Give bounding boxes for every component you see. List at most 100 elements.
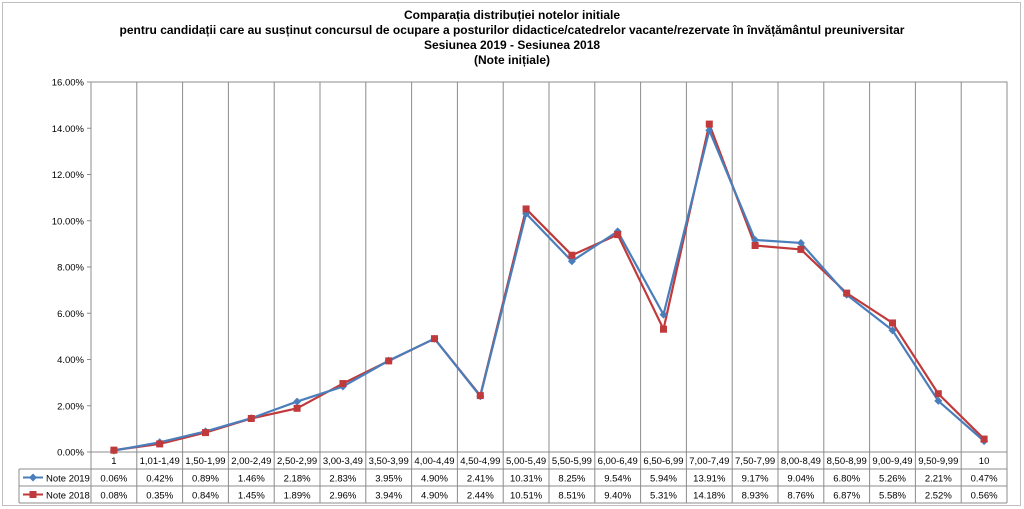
x-category-label: 5,00-5,49 (506, 456, 546, 467)
x-category-label: 3,00-3,49 (323, 456, 363, 467)
table-value-cell: 8.25% (558, 474, 585, 485)
table-value-cell: 9.54% (604, 474, 631, 485)
y-tick-label: 16.00% (52, 78, 85, 89)
x-category-label: 3,50-3,99 (369, 456, 409, 467)
data-point-2018 (889, 319, 896, 327)
chart-subtitle: pentru candidații care au susținut concu… (119, 23, 905, 37)
table-value-cell: 1.46% (238, 474, 265, 485)
x-category-label: 6,50-6,99 (643, 456, 683, 467)
table-value-cell: 5.31% (650, 491, 677, 502)
legend-series-name: Note 2019 (46, 474, 90, 485)
table-value-cell: 3.95% (375, 474, 402, 485)
data-point-2018 (431, 335, 438, 343)
table-value-cell: 6.80% (833, 474, 860, 485)
data-point-2018 (843, 289, 851, 297)
table-value-cell: 2.44% (467, 491, 494, 502)
data-point-2019 (293, 397, 302, 406)
table-value-cell: 5.26% (879, 474, 906, 485)
table-value-cell: 1.45% (238, 491, 265, 502)
data-point-2019 (751, 235, 760, 244)
table-value-cell: 2.21% (925, 474, 952, 485)
table-value-cell: 8.51% (558, 491, 585, 502)
chart-title: Comparația distribuției notelor initiale (403, 8, 621, 22)
table-value-cell: 0.56% (971, 491, 998, 502)
table-value-cell: 0.84% (192, 491, 219, 502)
data-point-2018 (339, 380, 347, 388)
table-value-cell: 10.51% (510, 491, 543, 502)
data-point-2018 (934, 390, 942, 398)
table-value-cell: 0.08% (100, 491, 127, 502)
data-point-2019 (705, 126, 714, 135)
x-category-label: 8,50-8,99 (827, 456, 867, 467)
y-tick-label: 14.00% (52, 124, 85, 135)
chart-note-type: (Note inițiale) (473, 53, 550, 67)
legend-key-marker (29, 473, 37, 482)
table-value-cell: 9.40% (604, 491, 631, 502)
y-tick-label: 8.00% (57, 263, 84, 274)
data-point-2018 (751, 241, 759, 249)
data-point-2019 (796, 238, 805, 247)
table-value-cell: 5.94% (650, 474, 677, 485)
data-point-2018 (522, 205, 530, 213)
table-value-cell: 0.42% (146, 474, 173, 485)
data-point-2018 (660, 325, 667, 333)
table-value-cell: 5.58% (879, 491, 906, 502)
y-tick-label: 6.00% (57, 309, 84, 320)
data-point-2018 (156, 440, 164, 448)
data-point-2019 (934, 396, 943, 405)
data-point-2019 (567, 257, 576, 266)
x-category-label: 1,50-1,99 (185, 456, 225, 467)
y-tick-label: 12.00% (52, 170, 85, 181)
table-value-cell: 0.35% (146, 491, 173, 502)
data-point-2018 (705, 120, 713, 128)
table-value-cell: 1.89% (284, 491, 311, 502)
data-point-2018 (614, 231, 622, 239)
data-point-2018 (568, 251, 576, 259)
table-value-cell: 9.17% (742, 474, 769, 485)
y-tick-label: 10.00% (52, 216, 85, 227)
data-point-2018 (385, 357, 393, 365)
table-value-cell: 14.18% (693, 491, 726, 502)
table-value-cell: 0.89% (192, 474, 219, 485)
table-value-cell: 13.91% (693, 474, 726, 485)
data-point-2019 (659, 310, 668, 319)
y-tick-label: 0.00% (57, 448, 84, 459)
table-value-cell: 2.41% (467, 474, 494, 485)
x-category-label: 4,50-4,99 (460, 456, 500, 467)
table-value-cell: 2.18% (284, 474, 311, 485)
data-point-2018 (797, 245, 805, 253)
data-point-2018 (202, 429, 209, 437)
table-value-cell: 2.52% (925, 491, 952, 502)
data-point-2018 (293, 404, 301, 412)
x-category-label: 7,50-7,99 (735, 456, 775, 467)
chart-session: Sesiunea 2019 - Sesiunea 2018 (423, 38, 601, 52)
table-value-cell: 4.90% (421, 491, 448, 502)
series-line-2019 (113, 129, 985, 452)
data-point-2018 (110, 446, 118, 454)
x-category-label: 9,00-9,49 (872, 456, 912, 467)
x-category-label: 2,00-2,49 (231, 456, 271, 467)
table-value-cell: 9.04% (787, 474, 814, 485)
data-point-2019 (888, 326, 897, 335)
table-value-cell: 2.96% (329, 491, 356, 502)
x-category-label: 2,50-2,99 (277, 456, 317, 467)
table-value-cell: 6.87% (833, 491, 860, 502)
x-category-label: 5,50-5,99 (552, 456, 592, 467)
data-point-2018 (247, 414, 255, 422)
data-point-2018 (980, 435, 988, 443)
legend-series-name: Note 2018 (46, 491, 90, 502)
x-category-label: 7,00-7,49 (689, 456, 729, 467)
x-category-label: 6,00-6,49 (598, 456, 638, 467)
y-tick-label: 4.00% (57, 355, 84, 366)
table-value-cell: 8.93% (742, 491, 769, 502)
x-category-label: 8,00-8,49 (781, 456, 821, 467)
x-category-label: 1,01-1,49 (140, 456, 180, 467)
legend-key-marker (29, 491, 37, 498)
table-value-cell: 4.90% (421, 474, 448, 485)
table-value-cell: 0.06% (100, 474, 127, 485)
x-category-label: 1 (111, 456, 116, 467)
table-value-cell: 0.47% (971, 474, 998, 485)
x-category-label: 9,50-9,99 (918, 456, 958, 467)
x-category-label: 10 (979, 456, 990, 467)
